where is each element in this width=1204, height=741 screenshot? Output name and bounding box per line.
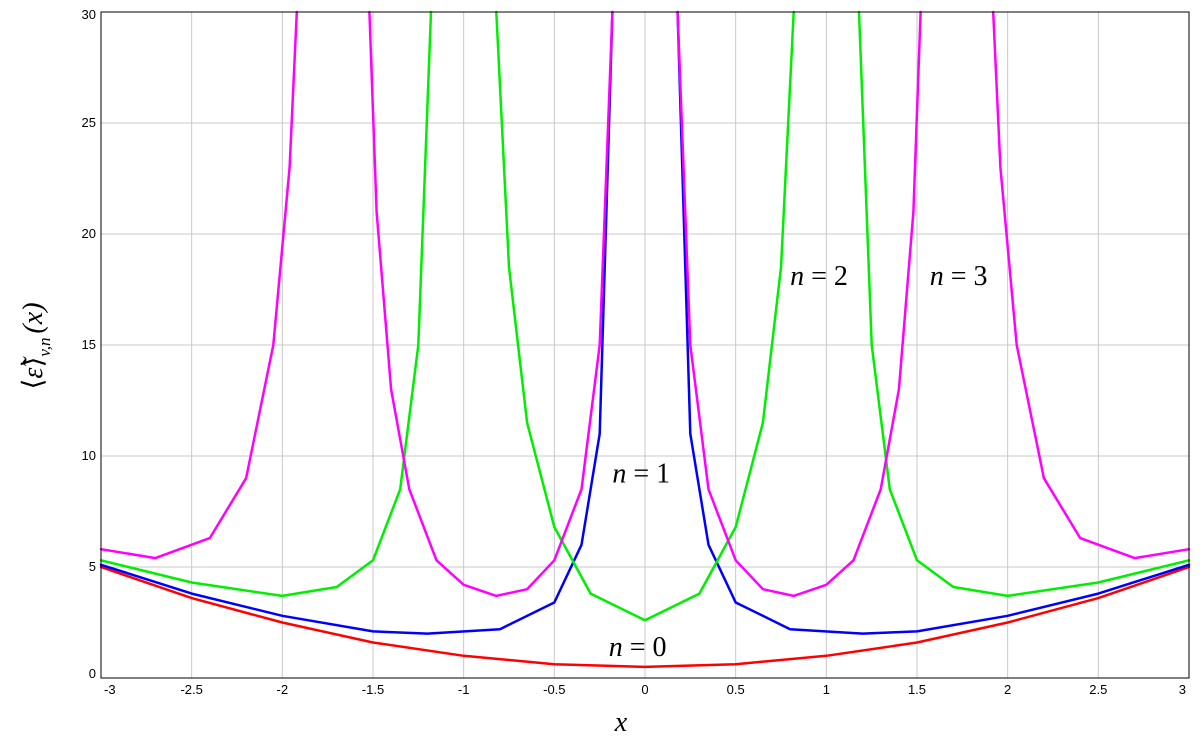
x-tick-label: 3 bbox=[1179, 682, 1186, 697]
y-label-bracket-open: ⟨ bbox=[18, 379, 49, 390]
annotations: n = 0 n = 1 n = 2 n = 3 bbox=[609, 261, 988, 663]
x-tick-label: 1 bbox=[823, 682, 830, 697]
x-tick-label: 2 bbox=[1004, 682, 1011, 697]
y-tick-label: 25 bbox=[82, 115, 96, 130]
x-tick-label: 2.5 bbox=[1089, 682, 1107, 697]
x-tick-label: -1 bbox=[458, 682, 470, 697]
x-tick-label: -1.5 bbox=[362, 682, 384, 697]
annotation-n-3: n = 3 bbox=[930, 261, 988, 292]
x-tick-label: -0.5 bbox=[543, 682, 565, 697]
series-0-line-0 bbox=[99, 565, 1191, 669]
y-label-subscript: v,n bbox=[35, 338, 54, 357]
x-tick-label: 0.5 bbox=[727, 682, 745, 697]
y-tick-label: 20 bbox=[82, 226, 96, 241]
x-tick-label: 1.5 bbox=[908, 682, 926, 697]
annotation-n-2: n = 2 bbox=[790, 261, 848, 292]
x-axis-title: x bbox=[614, 707, 628, 738]
series-2-line-0 bbox=[99, 10, 433, 598]
series-1-line-0 bbox=[99, 10, 614, 635]
x-tick-label: -3 bbox=[104, 682, 116, 697]
series-group bbox=[99, 10, 1191, 669]
y-label-argument: (x) bbox=[18, 302, 49, 333]
plot-frame bbox=[100, 11, 1190, 679]
x-tick-labels: -3 -2.5 -2 -1.5 -1 -0.5 0 0.5 1 1.5 2 2.5 3 bbox=[104, 682, 1186, 697]
y-tick-labels: 0 5 10 15 20 25 30 bbox=[82, 7, 96, 681]
y-tick-label: 5 bbox=[89, 559, 96, 574]
series-2-line-1 bbox=[495, 10, 795, 622]
annotation-n-0: n = 0 bbox=[609, 632, 667, 663]
series-2-line-2 bbox=[857, 10, 1191, 598]
y-tick-label: 0 bbox=[89, 666, 96, 681]
x-tick-label: -2 bbox=[277, 682, 289, 697]
annotation-n-1: n = 1 bbox=[612, 459, 670, 490]
series-3-line-3 bbox=[991, 10, 1191, 560]
x-tick-label: 0 bbox=[641, 682, 648, 697]
y-tick-label: 15 bbox=[82, 337, 96, 352]
series-1-line-1 bbox=[676, 10, 1191, 635]
y-tick-label: 10 bbox=[82, 448, 96, 463]
y-label-bracket-close: ⟩ bbox=[18, 357, 49, 368]
series-3-line-2 bbox=[676, 10, 922, 598]
y-tick-label: 30 bbox=[82, 7, 96, 22]
y-axis-title: ⟨ε̃⟩v,n(x) bbox=[18, 302, 54, 389]
series-3-line-1 bbox=[368, 10, 614, 598]
x-tick-label: -2.5 bbox=[180, 682, 202, 697]
grid bbox=[100, 11, 1190, 679]
series-3-line-0 bbox=[99, 10, 299, 560]
